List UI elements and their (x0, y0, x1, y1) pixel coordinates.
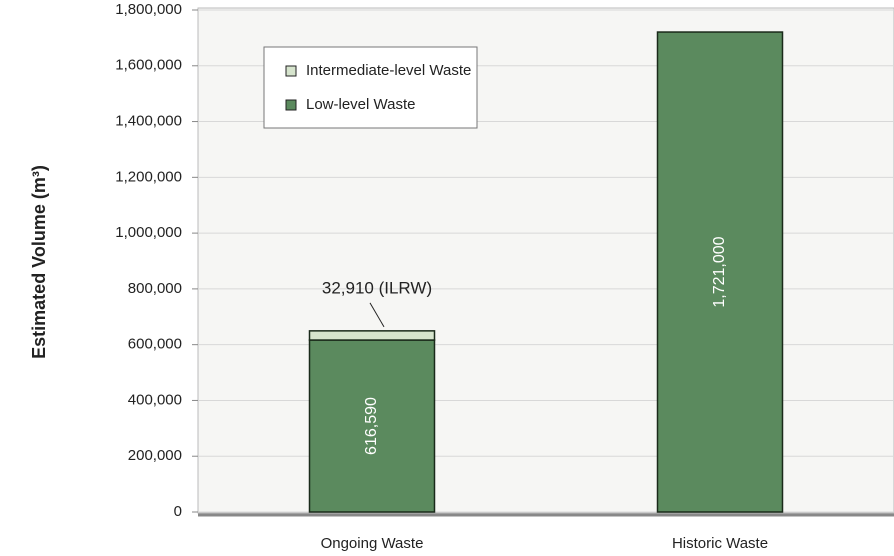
y-tick-label: 600,000 (128, 336, 182, 353)
annotation: 32,910 (ILRW) (322, 278, 432, 297)
value-label: 1,721,000 (711, 236, 728, 307)
annotation-line (369, 302, 385, 328)
x-tick-label: Historic Waste (672, 535, 768, 552)
value-label: 616,590 (363, 397, 380, 455)
bar-segment (656, 31, 784, 513)
y-tick-label: 1,000,000 (115, 224, 182, 241)
x-tick-label: Ongoing Waste (321, 535, 424, 552)
y-tick-label: 1,400,000 (115, 113, 182, 130)
legend-label: Low-level Waste (306, 96, 415, 113)
y-axis-label: Estimated Volume (m³) (29, 165, 49, 359)
y-tick-label: 1,600,000 (115, 57, 182, 74)
y-tick-label: 1,800,000 (115, 1, 182, 18)
bar-segment (308, 330, 436, 341)
y-tick-label: 200,000 (128, 447, 182, 464)
y-tick-label: 800,000 (128, 280, 182, 297)
legend-box (263, 46, 478, 129)
y-tick-label: 400,000 (128, 391, 182, 408)
legend-swatch (285, 99, 297, 111)
y-tick-label: 0 (174, 503, 182, 520)
legend-label: Intermediate-level Waste (306, 62, 471, 79)
legend-swatch (285, 65, 297, 77)
y-tick-label: 1,200,000 (115, 168, 182, 185)
